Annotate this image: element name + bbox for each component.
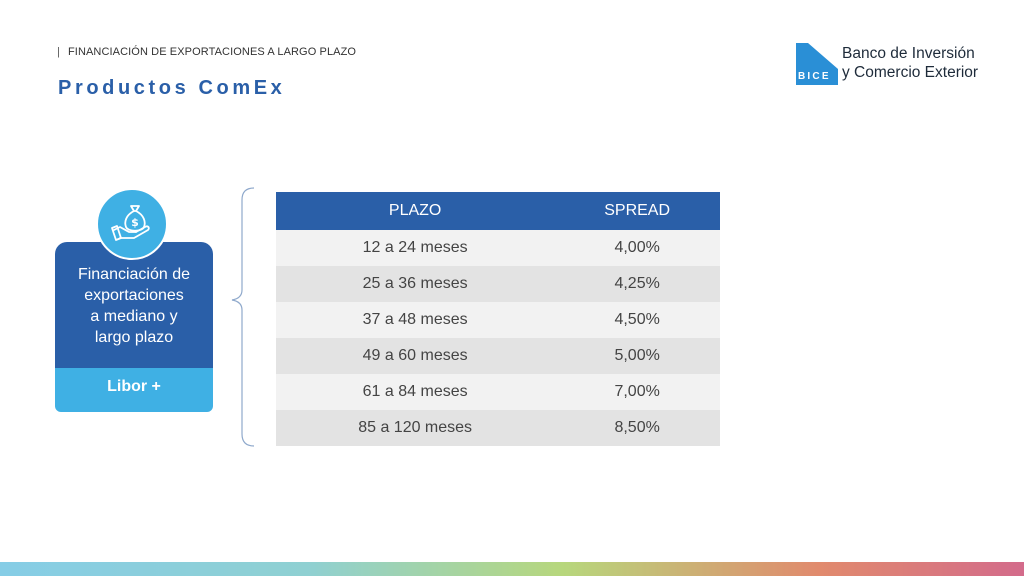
product-description-line: a mediano y (90, 308, 178, 325)
term-cell: 12 a 24 meses (276, 230, 555, 266)
rates-table: PLAZO SPREAD 12 a 24 meses 4,00% 25 a 36… (276, 192, 720, 446)
table-row: 12 a 24 meses 4,00% (276, 230, 720, 266)
logo-cut-shape (808, 43, 838, 69)
term-cell: 37 a 48 meses (276, 302, 555, 338)
section-label: FINANCIACIÓN DE EXPORTACIONES A LARGO PL… (67, 46, 357, 58)
term-cell: 25 a 36 meses (276, 266, 555, 302)
spread-cell: 4,25% (554, 266, 720, 302)
column-header-spread: SPREAD (554, 192, 720, 230)
svg-text:$: $ (131, 216, 139, 229)
section-header: | FINANCIACIÓN DE EXPORTACIONES A LARGO P… (57, 46, 356, 58)
product-card (55, 242, 213, 368)
table-row: 37 a 48 meses 4,50% (276, 302, 720, 338)
logo-line-1: Banco de Inversión (842, 45, 975, 62)
table-row: 61 a 84 meses 7,00% (276, 374, 720, 410)
logo-text: Banco de Inversión y Comercio Exterior (842, 44, 978, 82)
spread-cell: 4,50% (554, 302, 720, 338)
spread-cell: 4,00% (554, 230, 720, 266)
product-rate-base (55, 368, 213, 412)
brace-divider (231, 187, 255, 447)
spread-cell: 5,00% (554, 338, 720, 374)
term-cell: 85 a 120 meses (276, 410, 555, 446)
table-header-row: PLAZO SPREAD (276, 192, 720, 230)
bottom-color-strip (0, 562, 1024, 576)
table-row: 85 a 120 meses 8,50% (276, 410, 720, 446)
bank-logo: BICE Banco de Inversión y Comercio Exter… (796, 43, 996, 87)
term-cell: 49 a 60 meses (276, 338, 555, 374)
product-description-line: Financiación de (77, 266, 191, 283)
column-header-plazo: PLAZO (276, 192, 555, 230)
table-row: 49 a 60 meses 5,00% (276, 338, 720, 374)
logo-code: BICE (798, 71, 831, 82)
money-bag-hand-icon: $ (96, 188, 168, 260)
product-rate-label: Libor + (107, 378, 161, 395)
money-bag-hand-icon-graphic: $ (111, 205, 150, 241)
table-row: 25 a 36 meses 4,25% (276, 266, 720, 302)
header-separator: | (57, 46, 60, 58)
logo-line-2: y Comercio Exterior (842, 64, 979, 81)
product-description-line: exportaciones (84, 287, 184, 304)
logo-mark: BICE (796, 43, 838, 85)
term-cell: 61 a 84 meses (276, 374, 555, 410)
spread-cell: 8,50% (554, 410, 720, 446)
page-title: Productos ComEx (58, 77, 286, 99)
product-description-line: largo plazo (94, 329, 174, 346)
product-description: Financiación de exportaciones a mediano … (55, 264, 213, 348)
spread-cell: 7,00% (554, 374, 720, 410)
